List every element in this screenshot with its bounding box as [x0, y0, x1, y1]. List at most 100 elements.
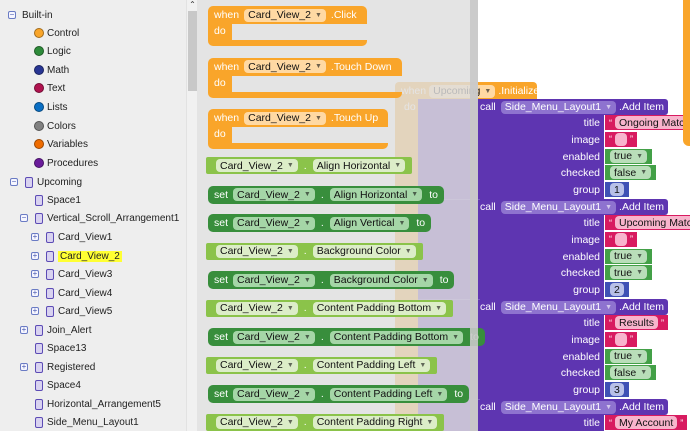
boolean-block[interactable]: false ▼: [605, 365, 657, 381]
number-block[interactable]: 2: [605, 282, 629, 298]
tree-item-math[interactable]: Math: [34, 62, 69, 78]
expand-toggle-icon[interactable]: +: [20, 325, 28, 334]
boolean-block[interactable]: true ▼: [605, 265, 653, 281]
boolean-dropdown[interactable]: false ▼: [610, 366, 652, 380]
component-dropdown[interactable]: Side_Menu_Layout1 ▼: [500, 300, 617, 314]
expand-toggle-icon[interactable]: +: [31, 232, 39, 241]
setter-block-align-vertical[interactable]: set Card_View_2 ▼. Align Vertical ▼ to: [208, 214, 432, 232]
empty-text-block[interactable]: “”: [605, 231, 637, 247]
property-dropdown[interactable]: Background Color ▼: [329, 273, 433, 287]
collapse-toggle-icon[interactable]: −: [8, 10, 16, 19]
component-dropdown[interactable]: Card_View_2 ▼: [244, 111, 326, 125]
scroll-up-icon[interactable]: ⌃: [189, 0, 196, 9]
component-dropdown[interactable]: Card_View_2 ▼: [233, 216, 315, 230]
tree-item-lists[interactable]: Lists: [34, 99, 68, 115]
number-block[interactable]: 3: [605, 382, 629, 398]
tree-item-card-view1[interactable]: Card_View1: [46, 229, 112, 245]
boolean-dropdown[interactable]: true ▼: [610, 149, 648, 163]
empty-text-value[interactable]: [615, 332, 627, 346]
expand-toggle-icon[interactable]: +: [31, 269, 39, 278]
text-string-block[interactable]: “Upcoming Match”: [605, 215, 690, 230]
collapse-toggle-icon[interactable]: −: [10, 177, 18, 186]
getter-block-content-padding-left[interactable]: Card_View_2 ▼. Content Padding Left ▼: [206, 356, 438, 374]
text-string-block[interactable]: “Results”: [605, 315, 669, 330]
event-block-touchdown[interactable]: when Card_View_2 ▼ .Touch Down do: [208, 57, 402, 98]
component-dropdown[interactable]: Card_View_2 ▼: [216, 358, 298, 372]
number-block[interactable]: 1: [605, 182, 629, 198]
tree-item-horizontal-arrangement5[interactable]: Horizontal_Arrangement5: [35, 396, 161, 412]
sidebar-scrollbar-thumb[interactable]: [188, 11, 197, 91]
component-dropdown[interactable]: Card_View_2 ▼: [233, 188, 315, 201]
property-dropdown[interactable]: Content Padding Right ▼: [312, 415, 438, 429]
event-block-touchup[interactable]: when Card_View_2 ▼ .Touch Up do: [208, 109, 389, 149]
component-dropdown[interactable]: Card_View_2 ▼: [244, 60, 326, 73]
empty-text-block[interactable]: “”: [605, 131, 637, 147]
empty-text-value[interactable]: [615, 232, 627, 246]
component-dropdown[interactable]: Card_View_2 ▼: [216, 301, 298, 315]
component-dropdown[interactable]: Card_View_2 ▼: [216, 244, 298, 258]
property-dropdown[interactable]: Content Padding Left ▼: [329, 387, 448, 401]
text-string-block[interactable]: “Ongoing Match”: [605, 115, 690, 130]
expand-toggle-icon[interactable]: +: [31, 306, 39, 315]
tree-item-card-view4[interactable]: Card_View4: [46, 285, 112, 301]
tree-item-procedures[interactable]: Procedures: [34, 155, 98, 171]
tree-item-side-menu-layout1[interactable]: Side_Menu_Layout1: [35, 414, 139, 430]
component-dropdown[interactable]: Card_View_2 ▼: [216, 159, 298, 172]
boolean-dropdown[interactable]: true ▼: [610, 266, 648, 280]
component-dropdown[interactable]: Card_View_2 ▼: [233, 273, 315, 287]
tree-item-upcoming[interactable]: Upcoming: [25, 174, 82, 190]
property-dropdown[interactable]: Content Padding Left ▼: [312, 358, 431, 372]
property-dropdown[interactable]: Align Vertical ▼: [329, 216, 410, 230]
sidebar-scrollbar[interactable]: ⌃: [186, 0, 197, 431]
tree-item-card-view3[interactable]: Card_View3: [46, 266, 112, 282]
boolean-block[interactable]: false ▼: [605, 165, 657, 181]
property-dropdown[interactable]: Align Horizontal ▼: [312, 159, 406, 172]
text-value[interactable]: Upcoming Match: [615, 216, 690, 229]
component-dropdown[interactable]: Card_View_2 ▼: [233, 387, 315, 401]
setter-block-background-color[interactable]: set Card_View_2 ▼. Background Color ▼ to: [208, 271, 455, 289]
property-dropdown[interactable]: Background Color ▼: [312, 244, 416, 258]
component-dropdown[interactable]: Card_View_2 ▼: [233, 330, 315, 344]
tree-item-colors[interactable]: Colors: [34, 118, 76, 134]
empty-text-block[interactable]: “”: [605, 331, 637, 347]
component-dropdown[interactable]: Side_Menu_Layout1 ▼: [500, 200, 617, 214]
component-dropdown[interactable]: Card_View_2 ▼: [244, 8, 326, 22]
boolean-block[interactable]: true ▼: [605, 348, 653, 364]
tree-item-space1[interactable]: Space1: [35, 192, 81, 208]
text-value[interactable]: Ongoing Match: [615, 116, 690, 129]
expand-toggle-icon[interactable]: +: [31, 251, 39, 260]
tree-item-card-view-2[interactable]: Card_View_2: [46, 248, 122, 264]
text-value[interactable]: Results: [615, 316, 659, 329]
getter-block-content-padding-bottom[interactable]: Card_View_2 ▼. Content Padding Bottom ▼: [206, 299, 454, 317]
boolean-dropdown[interactable]: false ▼: [610, 166, 652, 180]
boolean-dropdown[interactable]: true ▼: [610, 249, 648, 263]
property-dropdown[interactable]: Content Padding Bottom ▼: [312, 301, 447, 315]
boolean-block[interactable]: true ▼: [605, 248, 653, 264]
tree-item-control[interactable]: Control: [34, 25, 79, 41]
getter-block-align-horizontal[interactable]: Card_View_2 ▼. Align Horizontal ▼: [206, 157, 413, 174]
text-string-block[interactable]: “My Account”: [605, 415, 688, 430]
expand-toggle-icon[interactable]: +: [20, 362, 28, 371]
tree-item-space4[interactable]: Space4: [35, 377, 81, 393]
boolean-block[interactable]: true ▼: [605, 148, 653, 164]
component-dropdown[interactable]: Side_Menu_Layout1 ▼: [500, 400, 617, 414]
expand-toggle-icon[interactable]: +: [31, 288, 39, 297]
tree-item-space13[interactable]: Space13: [35, 340, 86, 356]
tree-item-card-view5[interactable]: Card_View5: [46, 303, 112, 319]
property-dropdown[interactable]: Align Horizontal ▼: [329, 188, 423, 201]
setter-block-align-horizontal[interactable]: set Card_View_2 ▼. Align Horizontal ▼ to: [208, 185, 444, 204]
number-value[interactable]: 3: [610, 383, 624, 397]
event-block-edge[interactable]: [683, 0, 690, 146]
flyout-scrollbar[interactable]: [470, 0, 478, 431]
property-dropdown[interactable]: Content Padding Bottom ▼: [329, 330, 464, 344]
getter-block-content-padding-right[interactable]: Card_View_2 ▼. Content Padding Right ▼: [206, 413, 445, 431]
empty-text-value[interactable]: [615, 132, 627, 146]
tree-item-variables[interactable]: Variables: [34, 136, 88, 152]
tree-item-built-in[interactable]: Built-in: [22, 7, 53, 23]
boolean-dropdown[interactable]: true ▼: [610, 349, 648, 363]
tree-item-text[interactable]: Text: [34, 80, 65, 96]
number-value[interactable]: 1: [610, 183, 624, 197]
setter-block-content-padding-left[interactable]: set Card_View_2 ▼. Content Padding Left ▼ to: [208, 385, 470, 403]
component-dropdown[interactable]: Side_Menu_Layout1 ▼: [500, 100, 617, 114]
